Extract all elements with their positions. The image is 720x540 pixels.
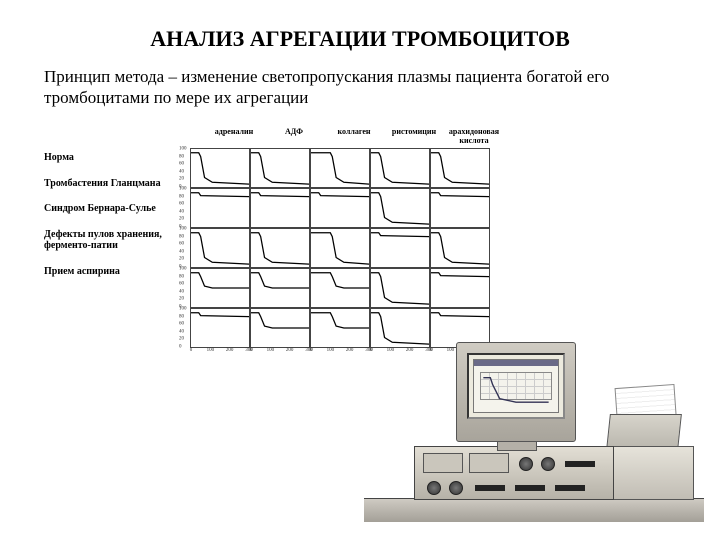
y-tick-label: 20 xyxy=(179,257,184,262)
page-subtitle: Принцип метода – изменение светопропуска… xyxy=(44,66,684,109)
column-header: АДФ xyxy=(264,128,324,146)
y-tick-label: 80 xyxy=(179,314,184,319)
chart-cell xyxy=(310,268,370,308)
y-tick-label: 40 xyxy=(179,209,184,214)
chart-column-headers: адреналинАДФколлагенристомицинарахидонов… xyxy=(204,128,504,146)
column-header: адреналин xyxy=(204,128,264,146)
y-tick-label: 60 xyxy=(179,322,184,327)
y-tick-label: 100 xyxy=(179,187,187,192)
chart-cell xyxy=(250,228,310,268)
y-tick-label: 100 xyxy=(179,267,187,272)
x-tick-label: 200 xyxy=(286,348,294,353)
x-tick-label: 100 xyxy=(267,348,275,353)
chart-cell xyxy=(430,268,490,308)
y-tick-label: 80 xyxy=(179,194,184,199)
x-tick-label: 200 xyxy=(226,348,234,353)
y-tick-label: 40 xyxy=(179,249,184,254)
panel xyxy=(423,453,463,473)
chart-cell xyxy=(250,148,310,188)
y-tick-label: 40 xyxy=(179,329,184,334)
y-tick-label: 80 xyxy=(179,234,184,239)
chart-row-labels: Норма Тромбастения Гланцмана Синдром Берна… xyxy=(44,152,174,291)
row-label: Норма xyxy=(44,152,174,164)
chart-cell: 020406080100 xyxy=(190,148,250,188)
knob-icon xyxy=(541,457,555,471)
y-tick-label: 40 xyxy=(179,169,184,174)
chart-cell: 020406080100 xyxy=(190,228,250,268)
knob-icon xyxy=(427,481,441,495)
y-tick-label: 100 xyxy=(179,307,187,312)
chart-cell xyxy=(310,188,370,228)
y-tick-label: 100 xyxy=(179,227,187,232)
chart-cell xyxy=(430,148,490,188)
knob-icon xyxy=(449,481,463,495)
x-tick-label: 100 xyxy=(207,348,215,353)
panel xyxy=(469,453,509,473)
row-label: Прием аспирина xyxy=(44,266,174,278)
chart-cell: 020406080100 xyxy=(190,268,250,308)
chart-cell: 0204060801000100200300 xyxy=(190,308,250,348)
chart-cell: 0100200300 xyxy=(310,308,370,348)
x-tick-label: 0 xyxy=(190,348,193,353)
x-tick-label: 0 xyxy=(310,348,313,353)
column-header: арахидоновая кислота xyxy=(444,128,504,146)
y-tick-label: 60 xyxy=(179,162,184,167)
slot xyxy=(565,461,595,467)
aggregometer-base-unit xyxy=(414,446,614,500)
chart-cell xyxy=(310,148,370,188)
y-tick-label: 20 xyxy=(179,217,184,222)
knob-icon xyxy=(519,457,533,471)
monitor-stand xyxy=(497,441,537,451)
window-titlebar xyxy=(474,360,558,366)
row-label: Синдром Бернара-Сулье xyxy=(44,203,174,215)
chart-cell xyxy=(250,268,310,308)
screen-plot xyxy=(480,372,552,400)
chart-cell xyxy=(370,188,430,228)
y-tick-label: 20 xyxy=(179,177,184,182)
x-tick-label: 0 xyxy=(250,348,253,353)
chart-cell xyxy=(310,228,370,268)
y-tick-label: 80 xyxy=(179,274,184,279)
aggregometer-equipment-illustration xyxy=(364,342,684,522)
chart-cell xyxy=(250,188,310,228)
y-tick-label: 60 xyxy=(179,282,184,287)
y-tick-label: 20 xyxy=(179,337,184,342)
column-header: коллаген xyxy=(324,128,384,146)
aggregation-chart-grid: 0204060801000204060801000204060801000204… xyxy=(190,148,490,348)
y-tick-label: 60 xyxy=(179,242,184,247)
chart-cell: 020406080100 xyxy=(190,188,250,228)
chart-cell xyxy=(430,188,490,228)
chart-cell: 0100200300 xyxy=(250,308,310,348)
y-tick-label: 0 xyxy=(179,345,182,350)
printer-feed xyxy=(606,414,682,450)
screen-window xyxy=(473,359,559,413)
crt-monitor xyxy=(456,342,576,442)
chart-cell xyxy=(370,268,430,308)
y-tick-label: 40 xyxy=(179,289,184,294)
y-tick-label: 100 xyxy=(179,147,187,152)
chart-cell xyxy=(370,148,430,188)
page-title: АНАЛИЗ АГРЕГАЦИИ ТРОМБОЦИТОВ xyxy=(0,26,720,52)
row-label: Дефекты пулов хранения, ферменто-патии xyxy=(44,229,174,252)
y-tick-label: 60 xyxy=(179,202,184,207)
slot xyxy=(475,485,505,491)
chart-cell xyxy=(430,228,490,268)
x-tick-label: 100 xyxy=(327,348,335,353)
chart-cell xyxy=(370,228,430,268)
slot xyxy=(515,485,545,491)
slot xyxy=(555,485,585,491)
y-tick-label: 20 xyxy=(179,297,184,302)
x-tick-label: 200 xyxy=(346,348,354,353)
monitor-screen xyxy=(467,353,565,419)
y-tick-label: 80 xyxy=(179,154,184,159)
desk-surface xyxy=(364,498,704,522)
row-label: Тромбастения Гланцмана xyxy=(44,178,174,190)
column-header: ристомицин xyxy=(384,128,444,146)
